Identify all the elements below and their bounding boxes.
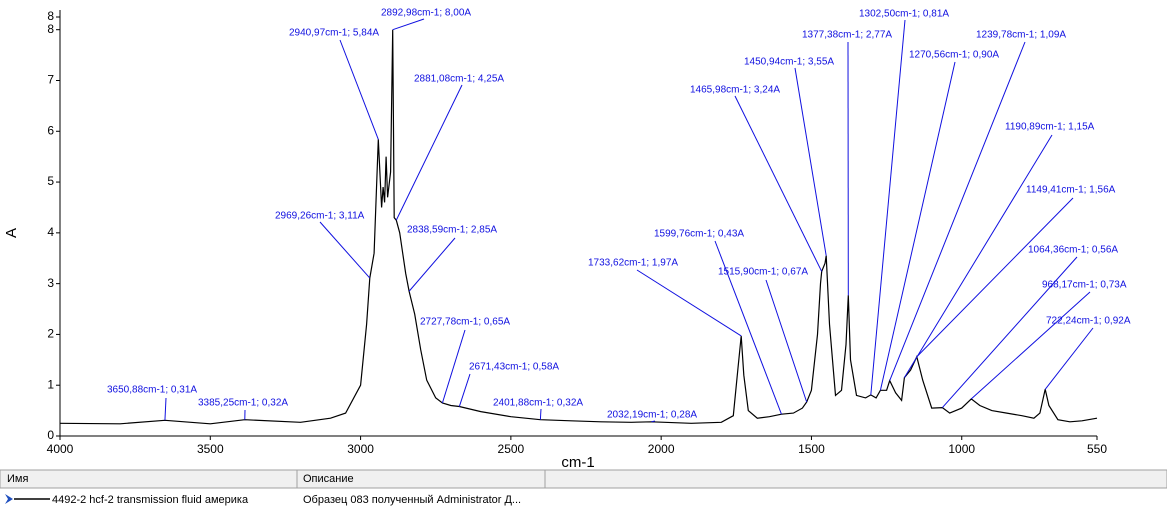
annotation-leader bbox=[636, 269, 742, 337]
y-tick-label: 8 bbox=[47, 9, 54, 23]
y-tick-label: 7 bbox=[47, 73, 54, 87]
annotation-leader bbox=[916, 197, 1074, 358]
annotation-leader bbox=[539, 408, 542, 420]
x-tick-label: 550 bbox=[1087, 442, 1107, 456]
annotation-leader bbox=[970, 291, 1091, 400]
annotation-label: 2881,08cm-1; 4,25A bbox=[414, 74, 504, 85]
annotation-leader bbox=[441, 329, 466, 404]
y-tick-label: 0 bbox=[47, 428, 54, 442]
legend-name[interactable]: 4492-2 hcf-2 transmission fluid америка bbox=[52, 494, 249, 506]
annotation-label: 2401,88cm-1; 0,32A bbox=[493, 398, 583, 409]
annotation-label: 1064,36cm-1; 0,56A bbox=[1028, 245, 1118, 256]
annotation-label: 1149,41cm-1; 1,56A bbox=[1026, 185, 1116, 196]
annotation-label: 2838,59cm-1; 2,85A bbox=[407, 225, 497, 236]
annotation-label: 1239,78cm-1; 1,09A bbox=[976, 30, 1066, 41]
annotation-leader bbox=[339, 39, 379, 140]
annotation-leader bbox=[392, 18, 425, 31]
annotation-label: 2671,43cm-1; 0,58A bbox=[469, 362, 559, 373]
annotation-leader bbox=[879, 61, 956, 391]
x-tick-label: 1000 bbox=[948, 442, 975, 456]
annotation-label: 1270,56cm-1; 0,90A bbox=[909, 50, 999, 61]
annotation-label: 1377,38cm-1; 2,77A bbox=[802, 30, 892, 41]
spectrum-line bbox=[59, 29, 1098, 425]
annotation-leader bbox=[714, 240, 782, 415]
y-tick-label: 5 bbox=[47, 174, 54, 188]
annotation-leader bbox=[942, 256, 1078, 408]
annotation-leader bbox=[395, 84, 463, 221]
annotation-label: 1450,94cm-1; 3,55A bbox=[744, 57, 834, 68]
annotation-label: 2892,98cm-1; 8,00A bbox=[381, 8, 471, 19]
annotation-label: 722,24cm-1; 0,92A bbox=[1046, 316, 1131, 327]
x-tick-label: 2000 bbox=[648, 442, 675, 456]
annotation-leader bbox=[1044, 327, 1094, 390]
annotation-label: 2727,78cm-1; 0,65A bbox=[420, 317, 510, 328]
y-axis-label: A bbox=[3, 228, 20, 238]
annotation-label: 1599,76cm-1; 0,43A bbox=[654, 229, 744, 240]
annotation-leader bbox=[794, 67, 827, 256]
annotation-label: 968,17cm-1; 0,73A bbox=[1042, 280, 1127, 291]
y-tick-label: 6 bbox=[47, 123, 54, 137]
annotation-label: 1465,98cm-1; 3,24A bbox=[690, 85, 780, 96]
x-tick-label: 4000 bbox=[47, 442, 74, 456]
x-tick-label: 3000 bbox=[347, 442, 374, 456]
column-header[interactable]: Описание bbox=[303, 473, 354, 485]
x-tick-label: 1500 bbox=[798, 442, 825, 456]
annotation-label: 1302,50cm-1; 0,81A bbox=[859, 9, 949, 20]
x-tick-label: 3500 bbox=[197, 442, 224, 456]
x-axis-label: cm-1 bbox=[561, 454, 594, 471]
legend-description[interactable]: Образец 083 полученный Administrator Д..… bbox=[303, 494, 521, 506]
annotation-label: 2032,19cm-1; 0,28A bbox=[607, 410, 697, 421]
annotation-leader bbox=[903, 134, 1053, 378]
annotation-leader bbox=[870, 19, 906, 395]
annotation-leader bbox=[765, 279, 808, 403]
annotation-label: 2940,97cm-1; 5,84A bbox=[289, 28, 379, 39]
annotation-leader bbox=[164, 397, 167, 421]
annotation-label: 1190,89cm-1; 1,15A bbox=[1005, 122, 1095, 133]
legend-header bbox=[0, 469, 1167, 489]
y-tick-label: 2 bbox=[47, 327, 54, 341]
annotation-label: 1515,90cm-1; 0,67A bbox=[718, 267, 808, 278]
annotation-label: 3385,25cm-1; 0,32A bbox=[198, 398, 288, 409]
annotation-leader bbox=[408, 237, 456, 292]
annotation-leader bbox=[319, 221, 371, 279]
annotation-label: 1733,62cm-1; 1,97A bbox=[588, 258, 678, 269]
column-header[interactable]: Имя bbox=[7, 473, 28, 485]
y-tick-label: 3 bbox=[47, 276, 54, 290]
annotation-leader bbox=[734, 95, 823, 272]
annotation-label: 3650,88cm-1; 0,31A bbox=[107, 385, 197, 396]
annotation-label: 2969,26cm-1; 3,11A bbox=[275, 211, 365, 222]
annotation-leader bbox=[458, 373, 471, 407]
y-tick-label: 4 bbox=[47, 225, 54, 239]
row-icon bbox=[5, 494, 13, 504]
annotation-leader bbox=[651, 420, 656, 423]
y-tick-label: 8 bbox=[47, 22, 54, 36]
x-tick-label: 2500 bbox=[498, 442, 525, 456]
annotation-leader bbox=[889, 41, 1026, 381]
y-tick-label: 1 bbox=[47, 377, 54, 391]
